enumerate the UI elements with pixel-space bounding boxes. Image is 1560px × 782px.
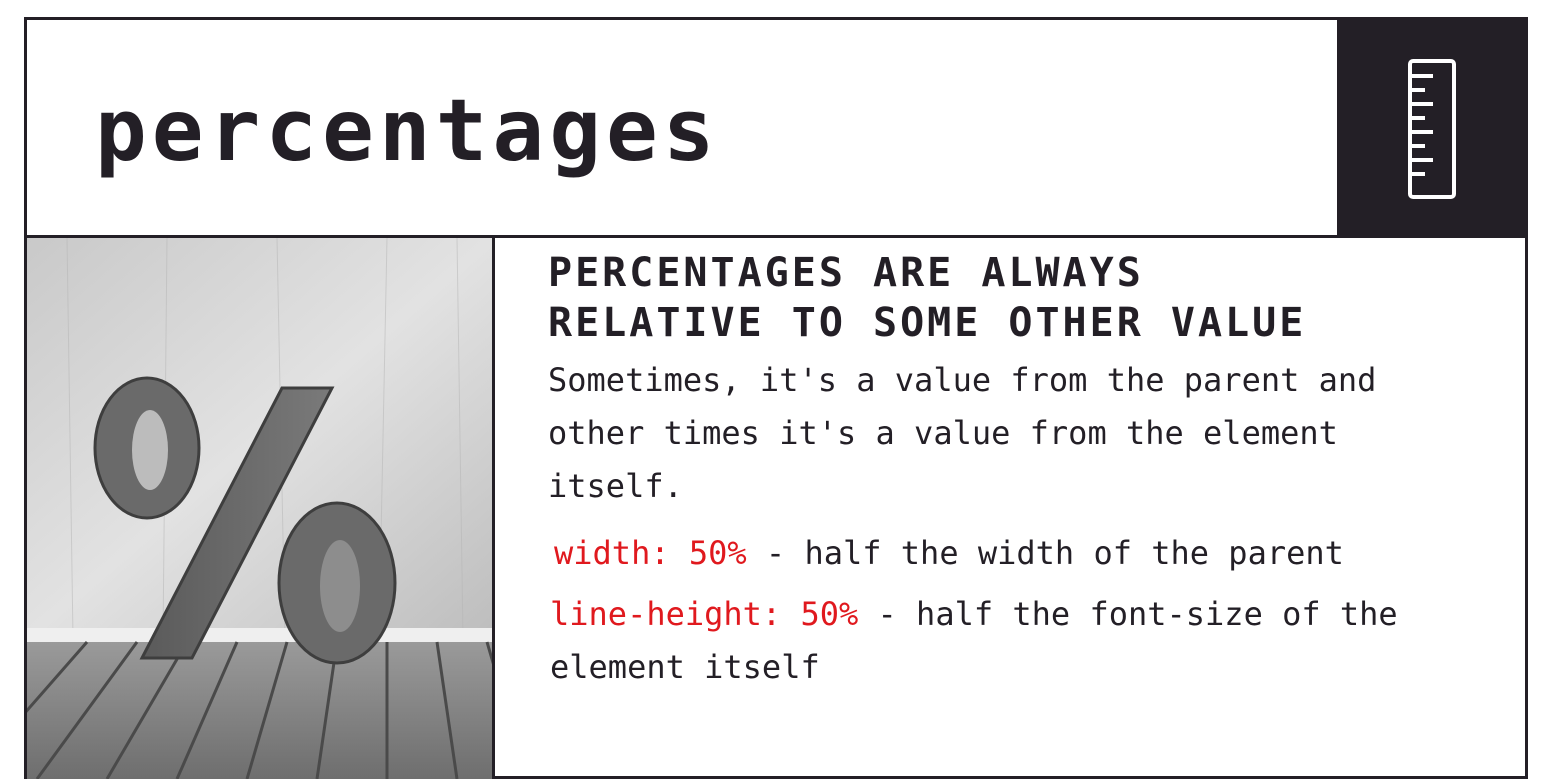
- heading-line-2: RELATIVE TO SOME OTHER VALUE: [548, 300, 1307, 346]
- example-description: - half the font-size of the element itse…: [550, 595, 1398, 686]
- percent-sign-3d-image: [27, 238, 495, 779]
- section-heading: PERCENTAGES ARE ALWAYS RELATIVE TO SOME …: [548, 248, 1488, 348]
- example-code: width: 50%: [554, 534, 747, 572]
- example-description: - half the width of the parent: [746, 534, 1344, 572]
- header-divider: [27, 235, 1528, 238]
- heading-line-1: PERCENTAGES ARE ALWAYS: [548, 250, 1144, 296]
- example-width: width: 50% - half the width of the paren…: [548, 527, 1488, 580]
- example-code: line-height: 50%: [550, 595, 859, 633]
- content-panel: PERCENTAGES ARE ALWAYS RELATIVE TO SOME …: [548, 248, 1488, 694]
- intro-paragraph: Sometimes, it's a value from the parent …: [548, 361, 1377, 505]
- slide-frame: percentages: [24, 17, 1528, 779]
- slide-header: percentages: [27, 20, 1337, 235]
- example-line-height: line-height: 50% - half the font-size of…: [548, 588, 1488, 694]
- ruler-icon: [1408, 59, 1456, 199]
- slide-title: percentages: [95, 81, 720, 181]
- icon-panel: [1337, 20, 1528, 235]
